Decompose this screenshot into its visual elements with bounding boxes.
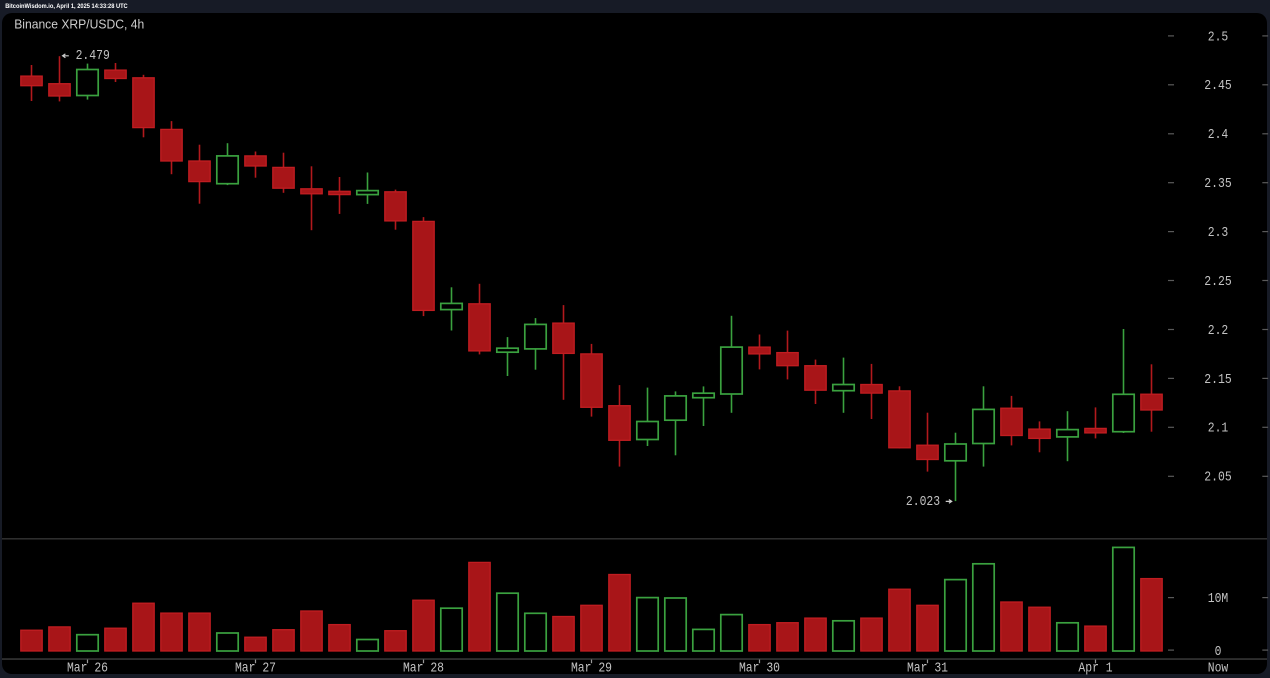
svg-text:Apr 1: Apr 1 xyxy=(1078,661,1112,677)
svg-text:2.023: 2.023 xyxy=(906,494,940,510)
svg-text:Mar 26: Mar 26 xyxy=(67,661,108,677)
svg-text:2.2: 2.2 xyxy=(1208,323,1229,339)
svg-text:10M: 10M xyxy=(1208,591,1229,607)
svg-text:BitcoinWisdom.io, April 1, 202: BitcoinWisdom.io, April 1, 2025 14:33:28… xyxy=(5,4,128,10)
svg-text:Binance XRP/USDC, 4h: Binance XRP/USDC, 4h xyxy=(14,17,144,32)
svg-text:2.5: 2.5 xyxy=(1208,29,1229,45)
svg-text:2.15: 2.15 xyxy=(1204,372,1231,388)
svg-text:2.35: 2.35 xyxy=(1204,176,1231,192)
svg-text:2.05: 2.05 xyxy=(1204,470,1231,486)
svg-text:Mar 28: Mar 28 xyxy=(403,661,444,677)
svg-text:2.479: 2.479 xyxy=(76,48,110,64)
svg-text:Now: Now xyxy=(1208,661,1229,677)
svg-text:Mar 29: Mar 29 xyxy=(571,661,612,677)
svg-text:Mar 30: Mar 30 xyxy=(739,661,780,677)
svg-text:Mar 31: Mar 31 xyxy=(907,661,948,677)
svg-text:2.45: 2.45 xyxy=(1204,78,1231,94)
svg-text:0: 0 xyxy=(1215,644,1222,660)
svg-text:Mar 27: Mar 27 xyxy=(235,661,276,677)
svg-text:2.4: 2.4 xyxy=(1208,127,1229,143)
svg-text:2.1: 2.1 xyxy=(1208,421,1229,437)
svg-text:2.25: 2.25 xyxy=(1204,274,1231,290)
svg-text:2.3: 2.3 xyxy=(1208,225,1229,241)
